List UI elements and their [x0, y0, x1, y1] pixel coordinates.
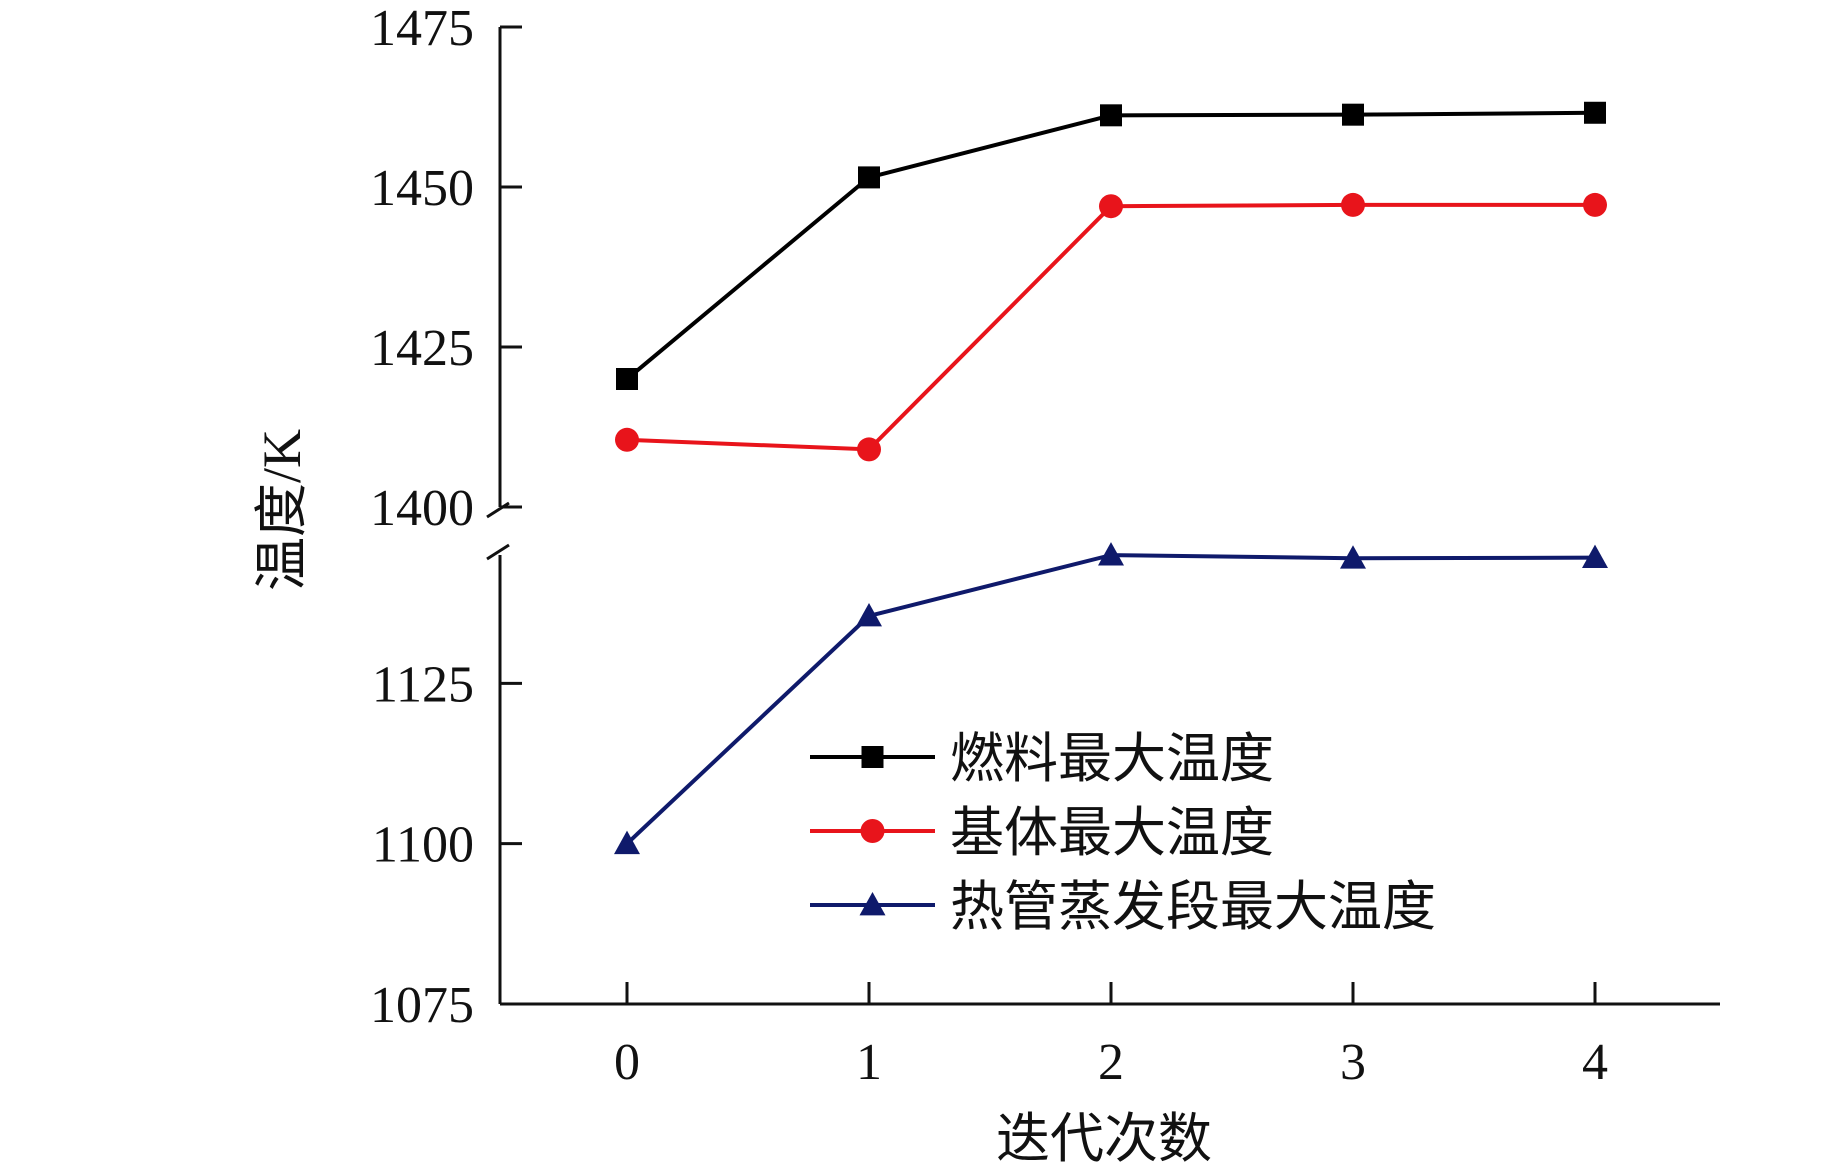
y-tick-label: 1425	[370, 320, 474, 377]
data-point	[616, 368, 638, 390]
data-point	[1099, 194, 1123, 219]
data-point	[615, 427, 639, 452]
legend-marker	[861, 746, 884, 768]
data-point	[1342, 103, 1364, 126]
legend-marker	[860, 819, 885, 843]
data-point	[1341, 192, 1365, 217]
data-point	[856, 602, 882, 627]
y-tick-label: 1075	[370, 977, 474, 1034]
series-layer	[614, 101, 1608, 855]
series-line	[625, 110, 1596, 381]
data-point	[1340, 545, 1366, 569]
axes: 1400 1425 1450 1475 1075 1100 1125 0 1 2 3 4	[370, 0, 1720, 1091]
legend-label: 燃料最大温度	[950, 729, 1274, 789]
series-line	[626, 202, 1595, 452]
legend-item: 燃料最大温度	[810, 729, 1274, 789]
x-tick-label: 3	[1340, 1034, 1366, 1091]
series-1	[616, 101, 1606, 390]
x-axis-title: 迭代次数	[996, 1109, 1212, 1166]
legend-marker	[859, 892, 886, 916]
data-point	[857, 437, 881, 462]
y-tick-label: 1100	[372, 817, 474, 874]
y-axis-title: 温度/K	[252, 429, 312, 591]
x-tick-label: 1	[856, 1034, 882, 1091]
y-tick-label: 1125	[372, 656, 474, 713]
series-line	[625, 553, 1596, 846]
data-point	[1098, 542, 1124, 566]
series-2	[615, 192, 1607, 462]
data-point	[1100, 104, 1122, 127]
legend-label: 热管蒸发段最大温度	[950, 877, 1436, 937]
y-tick-label: 1475	[370, 0, 474, 57]
series-3	[614, 542, 1608, 855]
y-tick-label: 1450	[370, 160, 474, 217]
legend-item: 基体最大温度	[810, 803, 1274, 863]
data-point	[1584, 101, 1606, 124]
x-tick-label: 4	[1582, 1034, 1608, 1091]
x-tick-label: 0	[614, 1034, 640, 1091]
data-point	[1582, 544, 1608, 569]
legend-label: 基体最大温度	[950, 803, 1274, 863]
data-point	[1583, 192, 1607, 217]
data-point	[858, 166, 880, 189]
x-tick-label: 2	[1098, 1034, 1124, 1091]
axis-break-mark-lower	[486, 543, 510, 561]
axis-break-mark-upper	[486, 501, 510, 519]
legend-item: 热管蒸发段最大温度	[810, 877, 1436, 937]
y-tick-label: 1400	[370, 480, 474, 537]
data-point	[614, 830, 640, 855]
